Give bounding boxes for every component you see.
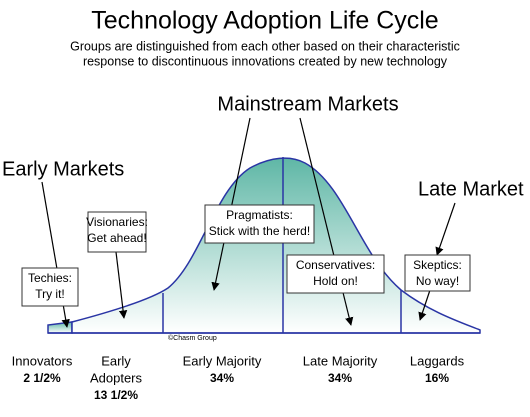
group-share: 34% — [328, 371, 352, 385]
subtitle: response to discontinuous innovations cr… — [83, 54, 448, 68]
group-name: Innovators — [12, 353, 73, 368]
group-share: 16% — [425, 371, 449, 385]
callout-text: Visionaries: — [86, 215, 148, 229]
credit: ©Chasm Group — [168, 334, 217, 342]
group-share: 34% — [210, 371, 234, 385]
callout-text: Hold on! — [313, 274, 358, 288]
market-label: Mainstream Markets — [217, 93, 398, 115]
market-label: Early Markets — [2, 158, 124, 180]
arrow — [435, 202, 456, 256]
callouts: Techies: Try it! Visionaries: Get ahead! Pra… — [21, 204, 471, 307]
groups: Innovators 2 1/2% Early Adopters 13 1/2% Earl… — [12, 353, 465, 402]
callout-text: Techies: — [28, 271, 72, 285]
callout-box — [404, 254, 471, 292]
callout-box — [204, 204, 315, 244]
callout-text: Pragmatists: — [226, 208, 293, 222]
arrow — [418, 289, 431, 321]
callout-text: Stick with the herd! — [209, 224, 310, 238]
title: Technology Adoption Life Cycle — [91, 7, 438, 35]
callout-box — [87, 211, 147, 253]
callout-text: Skeptics: — [413, 258, 462, 272]
subtitle: Groups are distinguished from each other… — [70, 39, 460, 53]
curve-segment — [47, 321, 73, 334]
group-name: Laggards — [410, 353, 465, 368]
group-share: 13 1/2% — [94, 388, 138, 402]
callout-text: Try it! — [35, 287, 65, 301]
group-name: Late Majority — [303, 353, 378, 368]
callout-text: Get ahead! — [87, 231, 146, 245]
market-label: Late Market — [418, 178, 524, 200]
callout-box — [286, 254, 385, 294]
group-name: Adopters — [90, 370, 143, 385]
arrow — [115, 251, 128, 319]
callout-text: No way! — [416, 274, 459, 288]
group-share: 2 1/2% — [23, 371, 61, 385]
arrow — [211, 117, 251, 291]
group-name: Early Majority — [183, 353, 262, 368]
callout-box — [21, 267, 79, 307]
callout-text: Conservatives: — [296, 258, 375, 272]
group-name: Early — [101, 353, 131, 368]
